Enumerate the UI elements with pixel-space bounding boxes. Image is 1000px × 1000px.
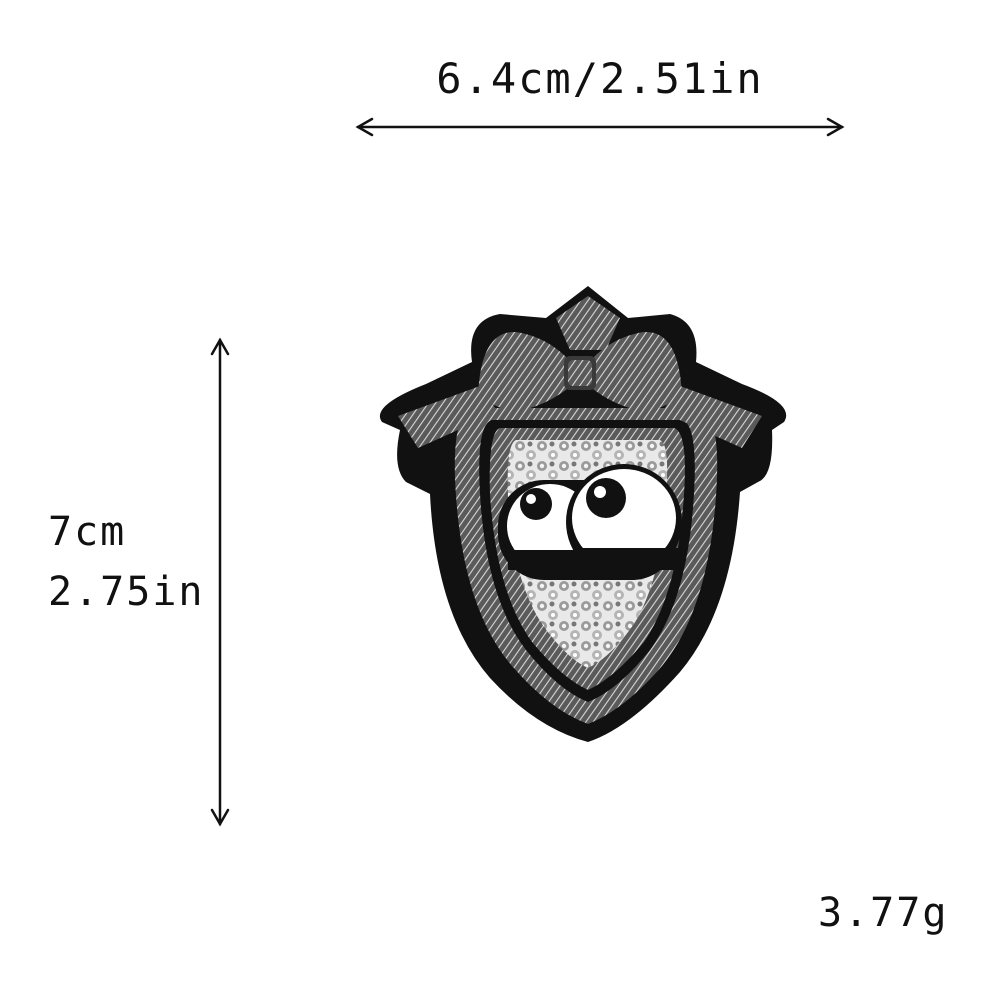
eyes-icon — [498, 464, 682, 580]
patch-icon — [379, 286, 787, 742]
height-arrow — [210, 337, 230, 827]
height-cm-label: 7cm — [48, 509, 127, 555]
width-label: 6.4cm/2.51in — [436, 54, 764, 103]
weight-label: 3.77g — [818, 890, 949, 936]
height-in-label: 2.75in — [48, 569, 205, 615]
